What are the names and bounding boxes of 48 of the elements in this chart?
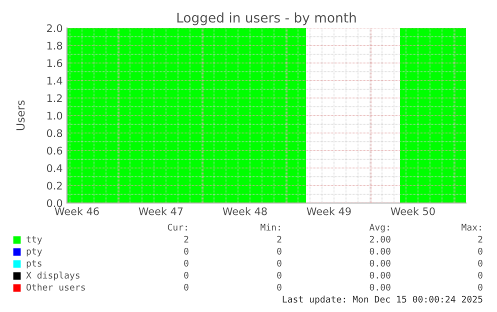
legend-label: tty — [26, 236, 42, 244]
y-tick-label: 0.6 — [46, 146, 62, 155]
text: 0 — [478, 272, 482, 279]
chart-title: Logged in users - by month — [177, 12, 356, 26]
text: 0 — [277, 284, 282, 291]
y-tick-label: 1.2 — [47, 94, 62, 102]
text: 0 — [277, 272, 282, 279]
text: 0 — [478, 248, 482, 255]
y-tick-label: 0.0 — [46, 199, 62, 208]
y-tick-label: 1.0 — [47, 112, 62, 120]
text: 0 — [184, 272, 188, 279]
y-axis-title: Users — [16, 100, 25, 130]
text: 0.00 — [370, 248, 390, 255]
x-tick-label: Week 46 — [54, 207, 99, 216]
text: 0.00 — [370, 284, 390, 291]
y-tick-label: 1.6 — [47, 59, 62, 68]
text: 2 — [184, 236, 188, 243]
y-tick-label: 1.8 — [47, 42, 62, 50]
legend-label: pts — [26, 260, 42, 268]
y-tick-label: 1.4 — [47, 76, 62, 84]
text: 0 — [478, 284, 482, 291]
text: 0.00 — [370, 272, 390, 279]
text: 2 — [277, 236, 282, 243]
legend-label: Other users — [26, 284, 85, 291]
text: 0.00 — [370, 260, 390, 267]
text: Avg: — [369, 224, 389, 232]
text: 0 — [277, 248, 282, 255]
text: 0 — [277, 260, 282, 267]
text: Last update: Mon Dec 15 00:00:24 2025 — [282, 296, 482, 304]
x-tick-label: Week 47 — [138, 207, 183, 216]
text: 2 — [478, 236, 482, 243]
y-tick-label: 0.2 — [46, 182, 62, 190]
legend-label: pty — [26, 248, 42, 256]
text: 0 — [184, 284, 188, 291]
text: 0 — [184, 260, 188, 267]
text: 0 — [184, 248, 188, 255]
x-tick-label: Week 48 — [222, 207, 267, 216]
text: 2.00 — [370, 236, 390, 243]
legend-label: X displays — [26, 272, 80, 280]
text: Max: — [462, 224, 481, 231]
text: Min: — [260, 224, 280, 231]
y-tick-label: 2.0 — [47, 24, 62, 32]
x-tick-label: Week 50 — [390, 207, 435, 216]
text: 0 — [478, 260, 482, 267]
text: Cur: — [168, 224, 187, 231]
y-tick-label: 0.8 — [46, 129, 62, 138]
y-tick-label: 0.4 — [46, 164, 62, 172]
x-tick-label: Week 49 — [306, 207, 351, 216]
